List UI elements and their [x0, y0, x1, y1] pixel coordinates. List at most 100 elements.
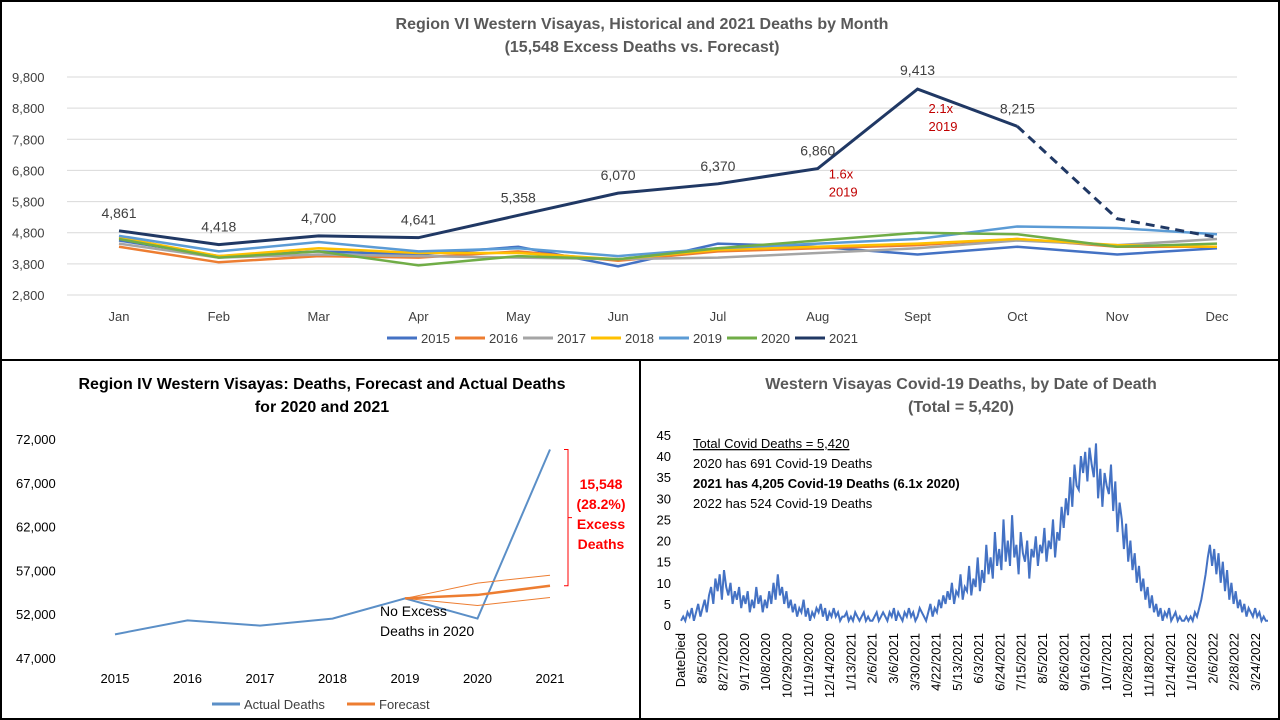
y-tick-label: 62,000: [16, 520, 56, 535]
x-tick-label: 12/14/2020: [822, 633, 837, 698]
x-tick-label: Mar: [307, 309, 330, 324]
monthly-deaths-panel: Region VI Western Visayas, Historical an…: [0, 0, 1280, 361]
x-tick-label: 7/15/2021: [1014, 633, 1029, 691]
y-tick-label: 15: [657, 555, 671, 570]
legend-label: 2015: [421, 331, 450, 346]
x-tick-label: 8/5/2020: [694, 633, 709, 684]
x-tick-label: 2/6/2021: [865, 633, 880, 684]
x-tick-label: 8/26/2021: [1056, 633, 1071, 691]
data-label: 4,641: [401, 212, 436, 228]
excess-annotation: Deaths: [578, 536, 625, 552]
annotation-text: 2.1x: [929, 101, 954, 116]
excess-bracket: [564, 449, 572, 587]
x-tick-label: 8/5/2021: [1035, 633, 1050, 684]
data-label: 8,215: [1000, 100, 1035, 116]
x-tick-label: 6/3/2021: [971, 633, 986, 684]
x-tick-label: 2018: [318, 671, 347, 686]
x-tick-label: 4/22/2021: [929, 633, 944, 691]
x-tick-label: May: [506, 309, 531, 324]
x-tick-label: Sept: [904, 309, 931, 324]
y-tick-label: 5,800: [12, 195, 45, 210]
y-tick-label: 9,800: [12, 70, 45, 85]
covid-annotation-line: 2022 has 524 Covid-19 Deaths: [693, 496, 873, 511]
data-label: 6,370: [700, 158, 735, 174]
forecast-lower-bound: [404, 597, 551, 606]
x-tick-label: Feb: [208, 309, 230, 324]
legend-label: 2021: [829, 331, 858, 346]
annotation-text: 1.6x: [829, 167, 854, 182]
x-tick-label: 9/17/2020: [737, 633, 752, 691]
data-label: 4,418: [201, 219, 236, 235]
excess-annotation: Excess: [577, 516, 625, 532]
x-tick-label: 2019: [391, 671, 420, 686]
x-tick-label: 10/7/2021: [1099, 633, 1114, 691]
x-tick-label: 8/27/2020: [716, 633, 731, 691]
x-tick-label: 2017: [246, 671, 275, 686]
data-label: 6,070: [601, 167, 636, 183]
data-label: 9,413: [900, 62, 935, 78]
y-tick-label: 20: [657, 534, 671, 549]
legend-label: 2016: [489, 331, 518, 346]
x-tick-label: 11/19/2020: [801, 633, 816, 697]
x-tick-label: 1/16/2022: [1184, 633, 1199, 691]
series-line-2017: [118, 237, 1218, 261]
no-excess-annotation: Deaths in 2020: [380, 623, 474, 639]
chart-title: Western Visayas Covid-19 Deaths, by Date…: [765, 376, 1157, 393]
covid-deaths-line: [680, 443, 1268, 624]
excess-annotation: 15,548: [580, 476, 623, 492]
y-tick-label: 67,000: [16, 476, 56, 491]
y-tick-label: 57,000: [16, 563, 56, 578]
legend-label: 2018: [625, 331, 654, 346]
y-tick-label: 45: [657, 428, 671, 443]
covid-annotation-line: Total Covid Deaths = 5,420: [693, 436, 849, 451]
y-tick-label: 8,800: [12, 101, 45, 116]
x-tick-label: Jul: [710, 309, 727, 324]
y-tick-label: 2,800: [12, 288, 45, 303]
y-tick-label: 25: [657, 512, 671, 527]
legend-label: Actual Deaths: [244, 697, 325, 712]
legend-label: 2020: [761, 331, 790, 346]
covid-annotation-line: 2020 has 691 Covid-19 Deaths: [693, 456, 873, 471]
y-tick-label: 7,800: [12, 132, 45, 147]
y-tick-label: 30: [657, 491, 671, 506]
series-line-2020: [118, 231, 1218, 267]
covid-deaths-chart: Western Visayas Covid-19 Deaths, by Date…: [657, 376, 1268, 698]
x-tick-label: Jun: [608, 309, 629, 324]
x-tick-label: 3/30/2021: [907, 633, 922, 691]
x-tick-label: Dec: [1205, 309, 1229, 324]
x-tick-label: 10/29/2020: [779, 633, 794, 698]
y-tick-label: 40: [657, 449, 671, 464]
y-tick-label: 4,800: [12, 226, 45, 241]
y-tick-label: 0: [664, 618, 671, 633]
data-label: 4,700: [301, 210, 336, 226]
data-label: 5,358: [501, 189, 536, 205]
data-label: 4,861: [101, 205, 136, 221]
x-tick-label: 10/8/2020: [758, 633, 773, 691]
x-tick-label: 12/14/2021: [1163, 633, 1178, 698]
x-tick-label: Nov: [1106, 309, 1130, 324]
monthly-deaths-chart: Region VI Western Visayas, Historical an…: [12, 16, 1237, 346]
x-tick-label: 11/18/2021: [1142, 633, 1157, 697]
x-tick-label: Aug: [806, 309, 829, 324]
series-line-2021-projected: [1016, 125, 1218, 239]
chart-title: Region VI Western Visayas, Historical an…: [396, 16, 889, 33]
y-tick-label: 5: [664, 597, 671, 612]
x-tick-label: 2/6/2022: [1205, 633, 1220, 684]
y-tick-label: 35: [657, 470, 671, 485]
covid-deaths-panel: Western Visayas Covid-19 Deaths, by Date…: [639, 359, 1280, 720]
x-tick-label: Jan: [109, 309, 130, 324]
series-line-2019: [118, 225, 1218, 258]
x-tick-label: 2016: [173, 671, 202, 686]
x-tick-label: 10/28/2021: [1120, 633, 1135, 698]
annual-deaths-chart: Region IV Western Visayas: Deaths, Forec…: [16, 376, 626, 712]
data-label: 6,860: [800, 143, 835, 159]
x-tick-label: 2015: [101, 671, 130, 686]
x-tick-label: Oct: [1007, 309, 1028, 324]
x-tick-label: Apr: [408, 309, 429, 324]
series-line-2021: [118, 87, 1018, 247]
y-tick-label: 47,000: [16, 651, 56, 666]
chart-title: Region IV Western Visayas: Deaths, Forec…: [79, 376, 566, 393]
y-tick-label: 6,800: [12, 163, 45, 178]
series-line-actual: [114, 449, 551, 636]
x-tick-label: 2021: [536, 671, 565, 686]
